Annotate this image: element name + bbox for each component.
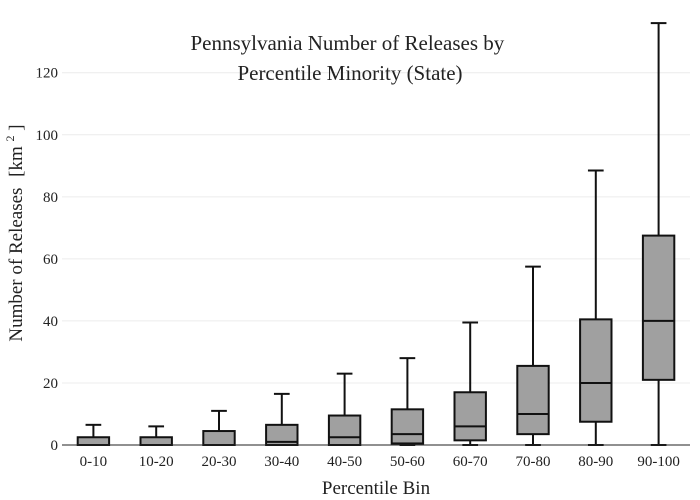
y-axis-label-unit: [km <box>6 146 27 177</box>
box-90-100 <box>641 22 676 446</box>
x-tick-labels: 0-10 10-20 20-30 30-40 40-50 50-60 60-70 70-80 8… <box>80 454 680 470</box>
x-tick-label: 20-30 <box>202 454 237 470</box>
x-tick-label: 50-60 <box>390 454 425 470</box>
x-tick-label: 80-90 <box>578 454 613 470</box>
y-tick-label: 120 <box>36 66 59 82</box>
box-20-30 <box>202 409 236 447</box>
iqr-box <box>139 436 173 447</box>
y-axis-label-unit-superscript: 2 <box>3 135 17 141</box>
iqr-box <box>390 408 425 445</box>
chart-title-line-2: Percentile Minority (State) <box>237 61 462 85</box>
box-10-20 <box>139 425 173 447</box>
box-50-60 <box>390 357 425 446</box>
y-tick-label: 40 <box>43 314 58 330</box>
box-70-80 <box>516 265 550 446</box>
iqr-box <box>453 391 487 442</box>
iqr-box <box>76 436 111 447</box>
iqr-box <box>202 430 236 447</box>
x-tick-label: 30-40 <box>264 454 299 470</box>
y-tick-label: 60 <box>43 252 58 268</box>
box-0-10 <box>76 423 111 447</box>
chart-title-line-1: Pennsylvania Number of Releases by <box>190 31 504 55</box>
x-tick-label: 0-10 <box>80 454 108 470</box>
box-80-90 <box>579 169 613 446</box>
iqr-box <box>516 364 550 436</box>
x-tick-label: 60-70 <box>453 454 488 470</box>
iqr-box <box>327 414 362 447</box>
box-40-50 <box>327 372 362 447</box>
x-axis-label: Percentile Bin <box>322 478 431 499</box>
y-tick-labels: 0 20 40 60 80 100 120 <box>36 66 59 454</box>
x-tick-label: 70-80 <box>516 454 551 470</box>
y-axis-label-unit-close: ] <box>6 124 27 130</box>
box-60-70 <box>453 321 487 446</box>
x-tick-label: 10-20 <box>139 454 174 470</box>
y-tick-label: 80 <box>43 190 58 206</box>
y-tick-label: 100 <box>36 128 59 144</box>
x-tick-label: 40-50 <box>327 454 362 470</box>
box-30-40 <box>265 392 299 446</box>
box-series <box>76 22 676 447</box>
y-tick-label: 0 <box>51 438 59 454</box>
x-tick-label: 90-100 <box>637 454 680 470</box>
y-axis-label: Number of Releases [km 2 ] <box>0 124 27 341</box>
y-tick-label: 20 <box>43 376 58 392</box>
iqr-box <box>579 318 613 423</box>
chart-title: Pennsylvania Number of Releases by Perce… <box>190 31 509 85</box>
iqr-box <box>641 234 676 381</box>
y-axis-label-text: Number of Releases <box>6 188 27 342</box>
